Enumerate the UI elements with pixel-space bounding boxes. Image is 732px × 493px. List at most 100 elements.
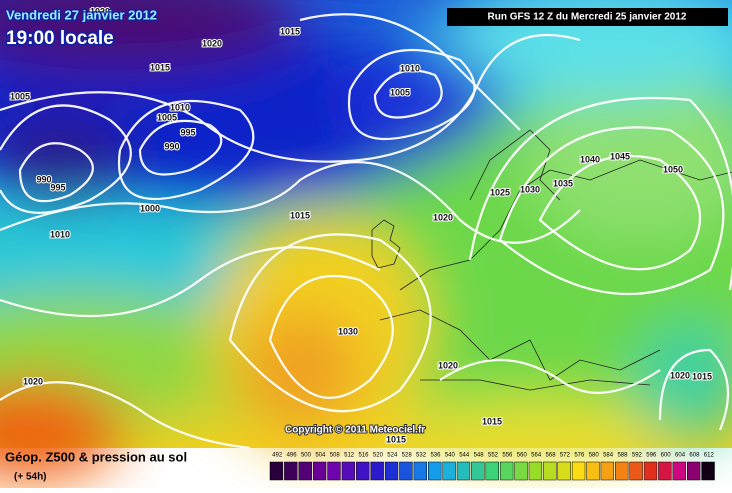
scale-swatch [586, 461, 600, 481]
scale-label: 532 [416, 453, 427, 459]
isobar-label: 1010 [400, 63, 420, 73]
scale-swatch [658, 461, 672, 481]
scale-label: 588 [617, 453, 628, 459]
scale-label: 496 [287, 453, 298, 459]
coastlines [371, 129, 732, 391]
scale-swatch [571, 461, 586, 481]
scale-swatch [485, 461, 499, 481]
run-box [447, 8, 728, 26]
scale-swatch [456, 461, 471, 481]
scale-label: 520 [373, 453, 384, 459]
scale-swatch [327, 461, 341, 481]
scale-swatch [543, 461, 557, 481]
scale-label: 592 [632, 453, 643, 459]
isobar-label: 1010 [50, 229, 70, 239]
scale-label: 544 [459, 453, 470, 459]
isobar-label: 990 [164, 141, 179, 151]
scale-label: 580 [589, 453, 600, 459]
isobars [0, 13, 732, 450]
lead-time: (+ 54h) [14, 472, 47, 483]
scale-swatch [600, 461, 615, 481]
scale-label: 548 [474, 453, 485, 459]
scale-label: 528 [402, 453, 413, 459]
scale-label: 540 [445, 453, 456, 459]
run-info: Run GFS 12 Z du Mercredi 25 janvier 2012 [488, 12, 687, 23]
isobar-label: 1020 [438, 360, 458, 370]
scale-swatch [672, 461, 686, 481]
isobar-label: 1005 [157, 112, 177, 122]
scale-label: 564 [531, 453, 542, 459]
scale-swatch [701, 461, 715, 481]
isobar-label: 1000 [140, 203, 160, 213]
scale-swatch [284, 461, 298, 481]
scale-swatch [384, 461, 399, 481]
map-field [0, 0, 732, 480]
scale-swatch [514, 461, 528, 481]
isobar-label: 1005 [10, 91, 30, 101]
scale-label: 584 [603, 453, 614, 459]
scale-label: 524 [387, 453, 398, 459]
scale-swatch [269, 461, 284, 481]
isobar-label: 1040 [580, 154, 600, 164]
scale-label: 568 [546, 453, 557, 459]
scale-swatch [528, 461, 543, 481]
scale-swatch [629, 461, 643, 481]
isobar-label: 1045 [610, 151, 630, 161]
isobar-label: 1035 [553, 178, 573, 188]
scale-label: 576 [574, 453, 585, 459]
scale-swatch [428, 461, 442, 481]
scale-swatch [442, 461, 456, 481]
isobar-label: 1030 [520, 184, 540, 194]
scale-label: 612 [704, 453, 715, 459]
scale-label: 504 [315, 453, 326, 459]
isobar-label: 1020 [90, 6, 110, 16]
scale-swatch [557, 461, 571, 481]
scale-label: 552 [488, 453, 499, 459]
scale-swatch [499, 461, 514, 481]
scale-label: 516 [359, 453, 370, 459]
scale-label: 500 [301, 453, 312, 459]
isobar-label: 1030 [338, 326, 358, 336]
scale-label: 572 [560, 453, 571, 459]
scale-label: 596 [646, 453, 657, 459]
scale-label: 492 [272, 453, 283, 459]
isobar-label: 1020 [433, 212, 453, 222]
scale-label: 608 [689, 453, 700, 459]
scale-swatch [686, 461, 701, 481]
scale-label: 536 [430, 453, 441, 459]
isobar-label: 1015 [692, 371, 712, 381]
scale-label: 604 [675, 453, 686, 459]
scale-label: 600 [661, 453, 672, 459]
scale-swatch [399, 461, 413, 481]
isobar-label: 1015 [386, 434, 406, 444]
forecast-time: 19:00 locale [6, 28, 114, 49]
scale-swatch [615, 461, 629, 481]
isobar-label: 1020 [202, 38, 222, 48]
scale-label: 560 [517, 453, 528, 459]
isobar-label: 1020 [23, 376, 43, 386]
scale-swatch [370, 461, 384, 481]
isobar-label: 990 [36, 174, 51, 184]
isobar-label: 995 [50, 182, 65, 192]
isobar-label: 995 [180, 127, 195, 137]
isobar-label: 1015 [150, 62, 170, 72]
copyright: Copyright © 2011 Meteociel.fr [285, 425, 425, 436]
isobar-label: 1015 [482, 416, 502, 426]
isobar-label: 1025 [490, 187, 510, 197]
scale-swatch [312, 461, 327, 481]
isobar-label: 1015 [290, 210, 310, 220]
isobar-label: 1010 [170, 102, 190, 112]
isobar-label: 1015 [280, 26, 300, 36]
scale-swatch [643, 461, 658, 481]
scale-label: 556 [502, 453, 513, 459]
isobar-label: 1005 [390, 87, 410, 97]
scale-label: 508 [330, 453, 341, 459]
scale-swatch [356, 461, 370, 481]
legend-title: Géop. Z500 & pression au sol [5, 449, 187, 464]
scale-swatch [298, 461, 312, 481]
forecast-date: Vendredi 27 janvier 2012 [6, 7, 157, 22]
scale-swatch [413, 461, 428, 481]
isobar-label: 1020 [670, 370, 690, 380]
scale-swatch [341, 461, 356, 481]
